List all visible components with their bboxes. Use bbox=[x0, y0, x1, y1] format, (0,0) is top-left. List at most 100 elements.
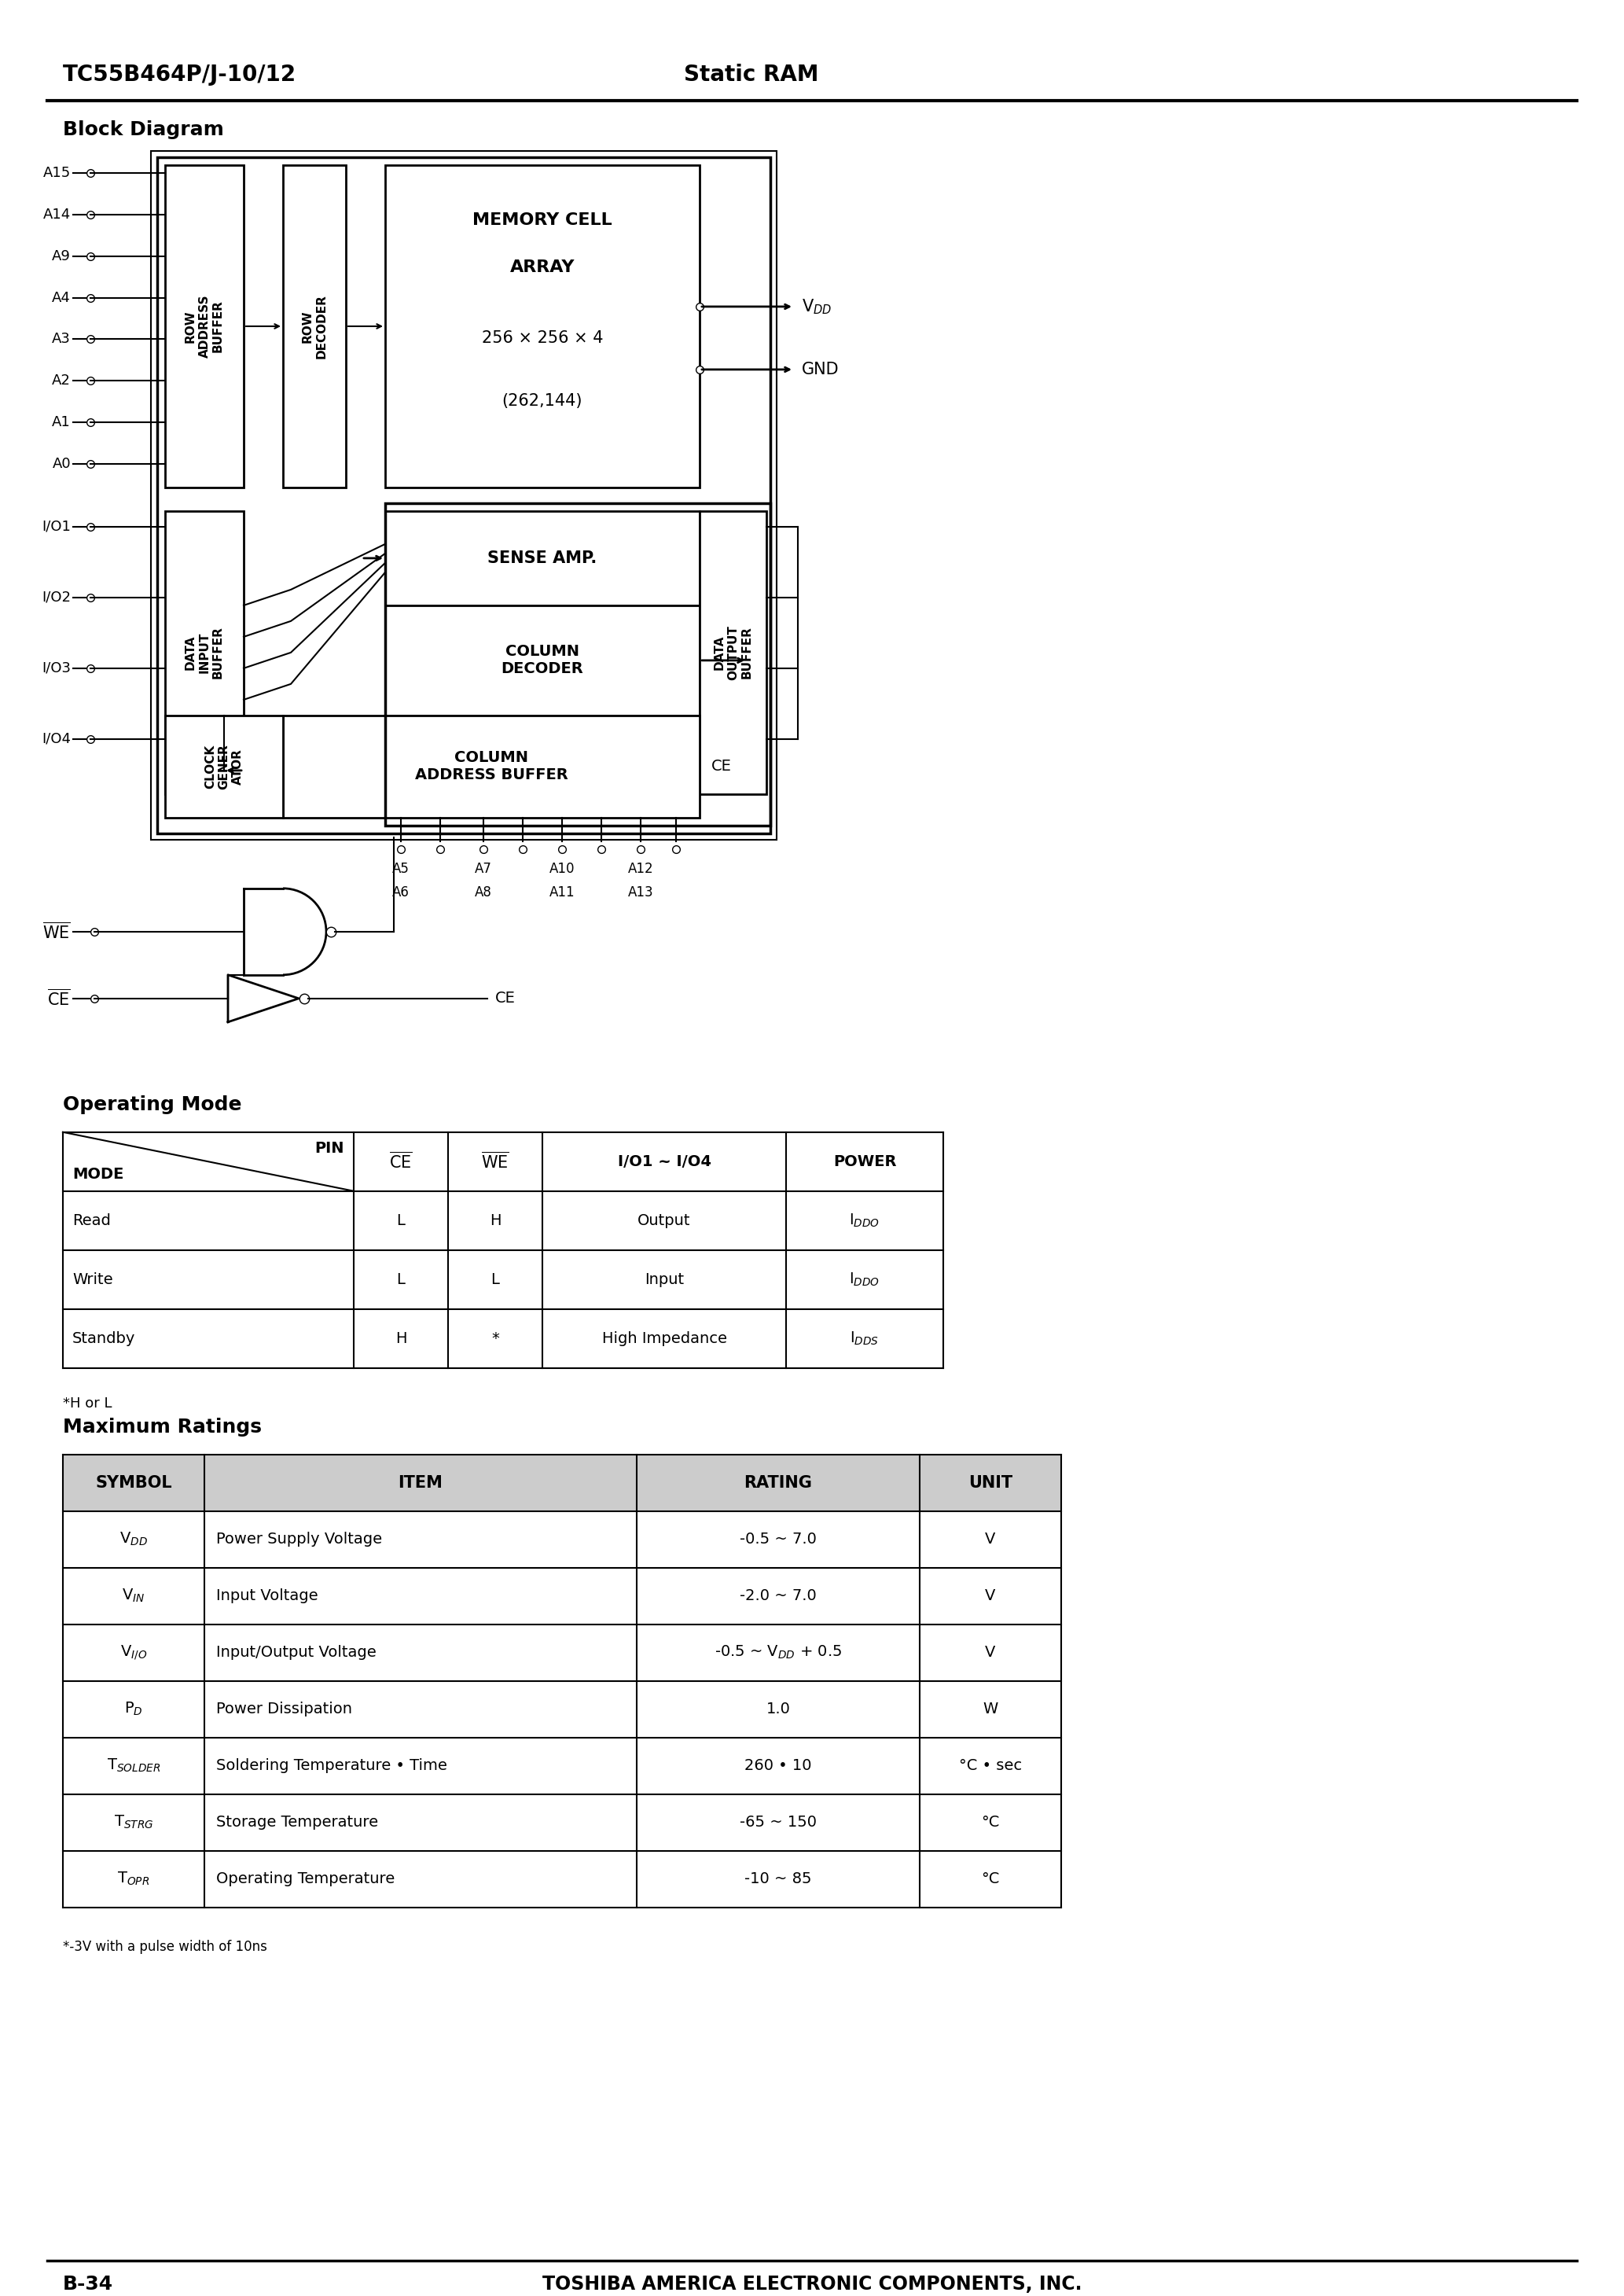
Text: DATA
INPUT
BUFFER: DATA INPUT BUFFER bbox=[185, 627, 224, 680]
Text: P$_{D}$: P$_{D}$ bbox=[125, 1701, 143, 1717]
Text: $\overline{\rm WE}$: $\overline{\rm WE}$ bbox=[481, 1153, 510, 1171]
Text: A7: A7 bbox=[474, 861, 492, 875]
Text: *H or L: *H or L bbox=[63, 1396, 112, 1410]
Text: I$_{DDO}$: I$_{DDO}$ bbox=[849, 1212, 880, 1228]
Text: *-3V with a pulse width of 10ns: *-3V with a pulse width of 10ns bbox=[63, 1940, 268, 1954]
Text: Input/Output Voltage: Input/Output Voltage bbox=[216, 1644, 377, 1660]
Bar bbox=[385, 503, 770, 827]
Text: A9: A9 bbox=[52, 248, 71, 264]
Text: MODE: MODE bbox=[73, 1166, 123, 1182]
Text: ITEM: ITEM bbox=[398, 1474, 443, 1490]
Text: Storage Temperature: Storage Temperature bbox=[216, 1814, 378, 1830]
Bar bbox=[919, 1453, 1060, 1511]
Text: High Impedance: High Impedance bbox=[603, 1332, 726, 1345]
Text: I/O4: I/O4 bbox=[42, 732, 71, 746]
Text: °C: °C bbox=[981, 1814, 1000, 1830]
Bar bbox=[166, 165, 244, 487]
Text: V$_{DD}$: V$_{DD}$ bbox=[802, 296, 831, 317]
Text: TC55B464P/J-10/12: TC55B464P/J-10/12 bbox=[63, 64, 297, 85]
Text: V: V bbox=[986, 1589, 996, 1603]
Text: V$_{IN}$: V$_{IN}$ bbox=[122, 1587, 145, 1605]
Text: Power Supply Voltage: Power Supply Voltage bbox=[216, 1531, 382, 1548]
Text: DATA
OUTPUT
BUFFER: DATA OUTPUT BUFFER bbox=[713, 625, 752, 680]
Text: A11: A11 bbox=[549, 886, 575, 900]
Text: RATING: RATING bbox=[744, 1474, 812, 1490]
Bar bbox=[385, 165, 700, 487]
Text: ROW
ADDRESS
BUFFER: ROW ADDRESS BUFFER bbox=[185, 294, 224, 358]
Text: A0: A0 bbox=[52, 457, 71, 471]
Text: Block Diagram: Block Diagram bbox=[63, 119, 224, 140]
Bar bbox=[385, 512, 700, 606]
Text: Operating Temperature: Operating Temperature bbox=[216, 1871, 395, 1887]
Text: 256 × 256 × 4: 256 × 256 × 4 bbox=[482, 331, 603, 347]
Text: COLUMN
DECODER: COLUMN DECODER bbox=[502, 645, 583, 677]
Text: Maximum Ratings: Maximum Ratings bbox=[63, 1417, 261, 1437]
Text: ROW
DECODER: ROW DECODER bbox=[302, 294, 326, 358]
Text: T$_{OPR}$: T$_{OPR}$ bbox=[117, 1871, 149, 1887]
Text: I/O1: I/O1 bbox=[42, 519, 71, 533]
Text: SENSE AMP.: SENSE AMP. bbox=[487, 551, 598, 567]
Text: V: V bbox=[986, 1531, 996, 1548]
Text: A1: A1 bbox=[52, 416, 71, 429]
Text: GND: GND bbox=[802, 363, 840, 377]
Text: L: L bbox=[396, 1212, 404, 1228]
Text: H: H bbox=[489, 1212, 500, 1228]
Text: Operating Mode: Operating Mode bbox=[63, 1095, 242, 1114]
Text: Standby: Standby bbox=[73, 1332, 135, 1345]
Text: V$_{DD}$: V$_{DD}$ bbox=[120, 1531, 148, 1548]
Text: A6: A6 bbox=[393, 886, 409, 900]
Text: T$_{SOLDER}$: T$_{SOLDER}$ bbox=[107, 1756, 161, 1775]
Bar bbox=[385, 606, 700, 716]
Text: A5: A5 bbox=[393, 861, 409, 875]
Text: B-34: B-34 bbox=[63, 2275, 114, 2294]
Text: I/O1 ~ I/O4: I/O1 ~ I/O4 bbox=[617, 1155, 711, 1169]
Text: -2.0 ~ 7.0: -2.0 ~ 7.0 bbox=[741, 1589, 817, 1603]
Text: I/O2: I/O2 bbox=[42, 590, 71, 604]
Text: -65 ~ 150: -65 ~ 150 bbox=[739, 1814, 817, 1830]
Text: UNIT: UNIT bbox=[968, 1474, 1012, 1490]
Text: I$_{DDO}$: I$_{DDO}$ bbox=[849, 1272, 880, 1288]
Text: A3: A3 bbox=[52, 333, 71, 347]
Text: Static RAM: Static RAM bbox=[684, 64, 818, 85]
Text: A8: A8 bbox=[474, 886, 492, 900]
Text: 1.0: 1.0 bbox=[767, 1701, 791, 1717]
Text: °C • sec: °C • sec bbox=[958, 1759, 1021, 1773]
Text: *: * bbox=[492, 1332, 499, 1345]
Text: COLUMN
ADDRESS BUFFER: COLUMN ADDRESS BUFFER bbox=[414, 751, 568, 783]
Text: Input: Input bbox=[645, 1272, 684, 1288]
Bar bbox=[166, 716, 283, 817]
Text: °C: °C bbox=[981, 1871, 1000, 1887]
Text: MEMORY CELL: MEMORY CELL bbox=[473, 211, 612, 227]
Text: Read: Read bbox=[73, 1212, 110, 1228]
Text: A2: A2 bbox=[52, 374, 71, 388]
Text: (262,144): (262,144) bbox=[502, 393, 583, 409]
Text: A15: A15 bbox=[44, 165, 71, 179]
Bar bbox=[637, 1453, 919, 1511]
Text: A10: A10 bbox=[549, 861, 575, 875]
Text: -0.5 ~ V$_{DD}$ + 0.5: -0.5 ~ V$_{DD}$ + 0.5 bbox=[715, 1644, 841, 1660]
Text: H: H bbox=[395, 1332, 406, 1345]
Text: T$_{STRG}$: T$_{STRG}$ bbox=[114, 1814, 153, 1830]
Text: ARRAY: ARRAY bbox=[510, 259, 575, 276]
Text: Soldering Temperature • Time: Soldering Temperature • Time bbox=[216, 1759, 447, 1773]
Text: CLOCK
GENER
ATOR: CLOCK GENER ATOR bbox=[205, 744, 244, 790]
Text: $\overline{\rm WE}$: $\overline{\rm WE}$ bbox=[42, 921, 71, 941]
Text: I/O3: I/O3 bbox=[42, 661, 71, 675]
Text: A12: A12 bbox=[628, 861, 653, 875]
Text: CE: CE bbox=[495, 992, 515, 1006]
Text: 260 • 10: 260 • 10 bbox=[744, 1759, 812, 1773]
Text: Output: Output bbox=[638, 1212, 690, 1228]
Text: A13: A13 bbox=[628, 886, 653, 900]
Text: V$_{I/O}$: V$_{I/O}$ bbox=[120, 1644, 148, 1662]
Bar bbox=[700, 512, 767, 794]
Text: TOSHIBA AMERICA ELECTRONIC COMPONENTS, INC.: TOSHIBA AMERICA ELECTRONIC COMPONENTS, I… bbox=[542, 2275, 1082, 2294]
Text: PIN: PIN bbox=[315, 1141, 344, 1157]
Text: -0.5 ~ 7.0: -0.5 ~ 7.0 bbox=[739, 1531, 817, 1548]
Bar bbox=[283, 165, 346, 487]
Bar bbox=[151, 152, 776, 840]
Bar bbox=[63, 1453, 205, 1511]
Bar bbox=[166, 512, 244, 794]
Text: CE: CE bbox=[711, 760, 732, 774]
Text: -10 ~ 85: -10 ~ 85 bbox=[744, 1871, 812, 1887]
Text: SYMBOL: SYMBOL bbox=[96, 1474, 172, 1490]
